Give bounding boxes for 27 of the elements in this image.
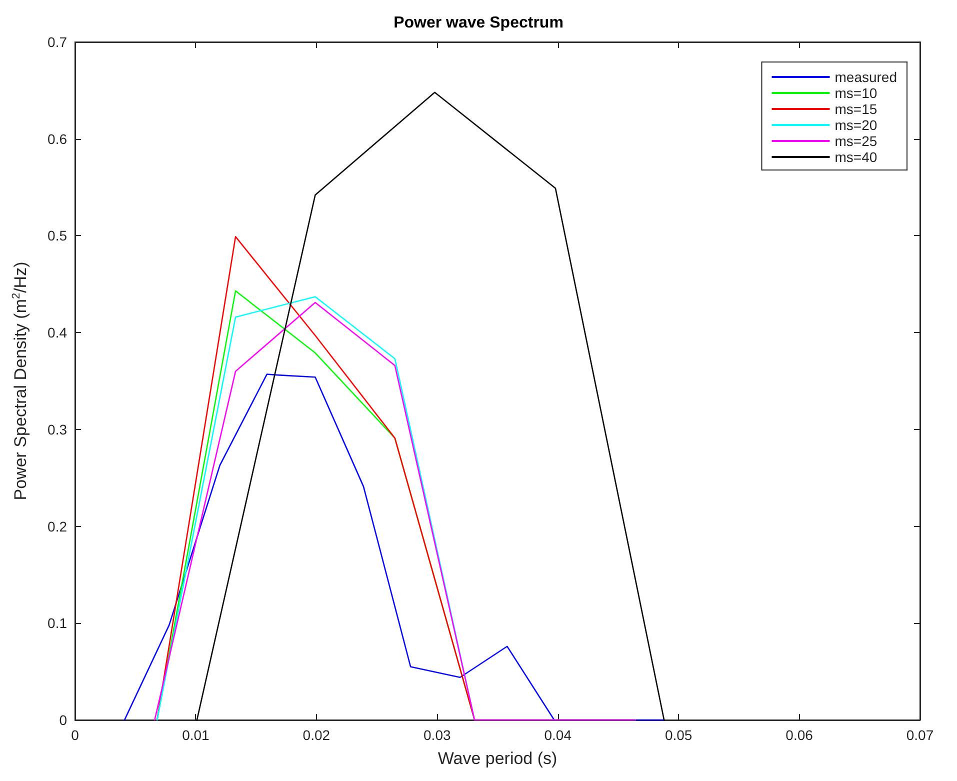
x-axis-title: Wave period (s) (438, 749, 558, 768)
legend-label: ms=10 (834, 85, 878, 101)
x-tick-label: 0.04 (544, 727, 572, 743)
x-tick-label: 0.06 (786, 727, 814, 743)
legend-label: ms=25 (834, 133, 878, 149)
y-tick-label: 0.6 (48, 130, 68, 147)
y-tick-label: 0 (59, 712, 68, 728)
line-series (196, 92, 665, 721)
y-tick-label: 0.5 (48, 228, 68, 244)
legend-label: ms=20 (834, 117, 878, 133)
legend-label: ms=40 (834, 149, 878, 165)
x-tick-label: 0 (71, 727, 80, 743)
y-tick-label: 0.3 (48, 421, 68, 438)
line-series (124, 374, 665, 721)
y-tick-label: 0.7 (48, 34, 68, 50)
chart-title: Power wave Spectrum (394, 14, 564, 32)
legend-label: measured (834, 69, 898, 85)
x-tick-label: 0.07 (906, 727, 934, 743)
y-tick-label: 0.2 (48, 518, 68, 534)
x-tick-label: 0.03 (424, 727, 451, 743)
y-axis-title: Power Spectral Density (m2/Hz) (10, 262, 30, 500)
legend-label: ms=15 (834, 101, 878, 117)
y-tick-label: 0.4 (48, 324, 68, 341)
y-tick-label: 0.1 (48, 615, 68, 632)
x-tick-label: 0.02 (302, 727, 330, 743)
x-tick-label: 0.01 (182, 727, 210, 743)
x-tick-label: 0.05 (664, 727, 692, 743)
